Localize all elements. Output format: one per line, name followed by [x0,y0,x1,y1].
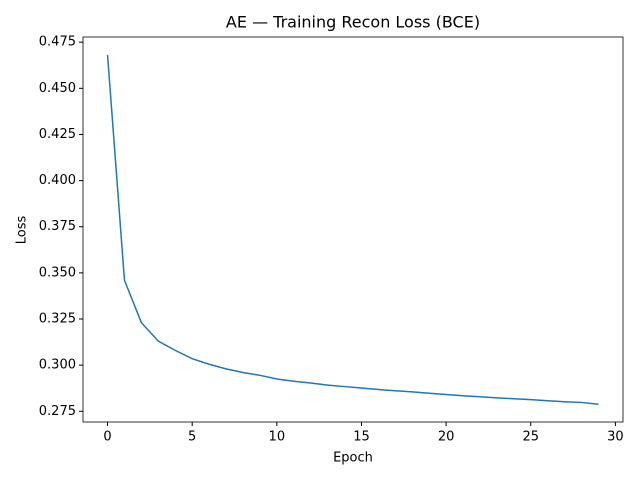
y-axis-label: Loss [15,216,30,245]
x-tick-label: 25 [522,430,539,445]
chart-title: AE — Training Recon Loss (BCE) [226,13,480,32]
y-tick-label: 0.425 [39,127,76,142]
plot-frame [82,36,624,423]
line-series [106,55,599,406]
y-tick-label: 0.400 [39,173,76,188]
y-tick-label: 0.325 [39,312,76,327]
x-tick-label: 5 [188,430,196,445]
x-axis-label: Epoch [333,451,373,466]
y-tick-label: 0.475 [39,35,76,50]
y-tick-label: 0.350 [39,265,76,280]
x-tick-label: 0 [103,430,111,445]
y-tick-label: 0.450 [39,81,76,96]
x-tick-label: 15 [353,430,370,445]
x-tick-label: 10 [269,430,286,445]
x-tick-label: 20 [438,430,455,445]
y-tick-label: 0.300 [39,358,76,373]
y-tick-label: 0.375 [39,219,76,234]
x-tick-label: 30 [607,430,624,445]
y-tick-label: 0.275 [39,404,76,419]
